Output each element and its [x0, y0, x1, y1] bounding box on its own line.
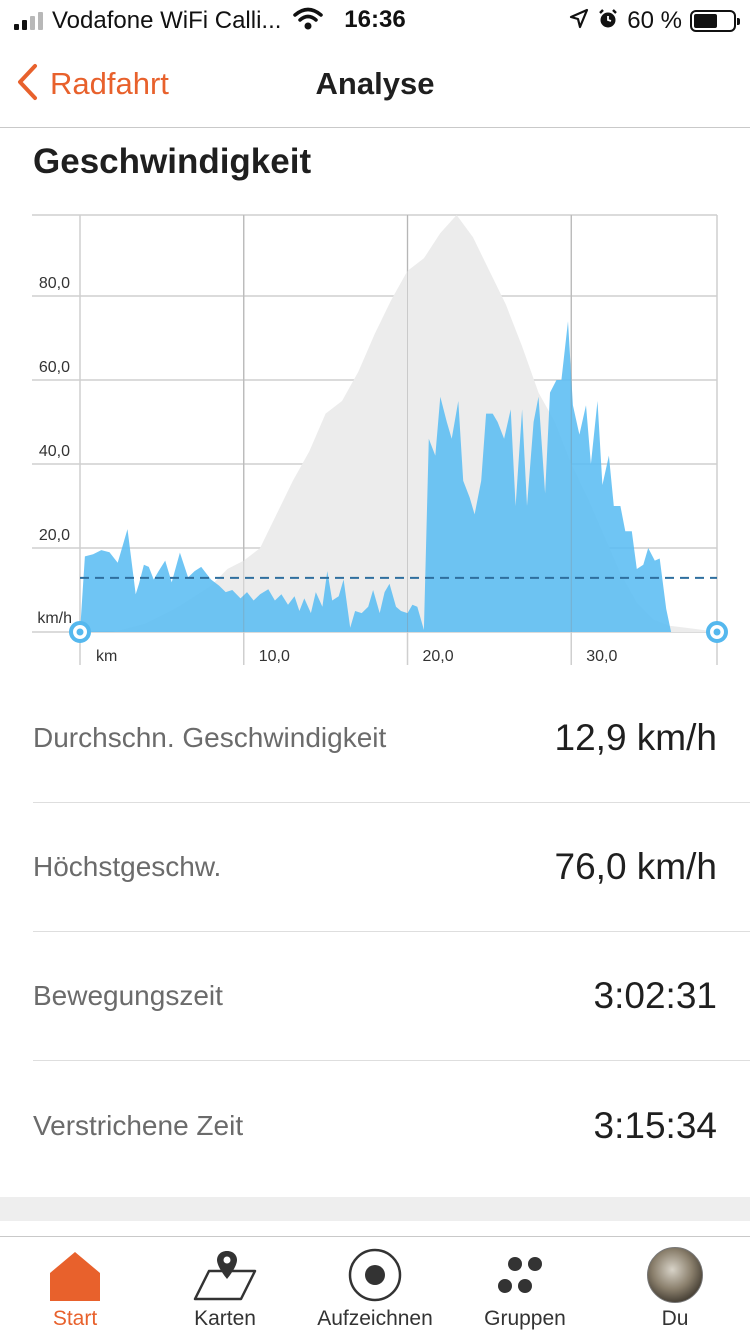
stat-value: 3:15:34: [593, 1104, 717, 1146]
stat-value: 76,0 km/h: [554, 846, 717, 887]
tab-karten[interactable]: Karten: [150, 1237, 300, 1334]
carrier-name: Vodafone WiFi Calli...: [52, 7, 282, 34]
battery-icon: [690, 10, 740, 32]
back-label: Radfahrt: [50, 66, 169, 101]
speed-chart-svg: 20,0 40,0 60,0 80,0 km/h km 10,0 20,0 30,0: [32, 214, 728, 665]
stat-row-elapsed-time: Verstrichene Zeit 3:15:34: [33, 1061, 750, 1190]
stats-list: Durchschn. Geschwindigkeit 12,9 km/h Höc…: [33, 674, 750, 1190]
page-title: Analyse: [315, 66, 435, 101]
avatar-wrapper: [643, 1245, 707, 1305]
status-time: 16:36: [344, 6, 406, 33]
chevron-left-icon: [16, 63, 38, 106]
stat-label: Bewegungszeit: [33, 980, 223, 1011]
groups-icon: [493, 1245, 557, 1305]
x-unit-label: km: [96, 648, 117, 665]
speed-chart[interactable]: 20,0 40,0 60,0 80,0 km/h km 10,0 20,0 30,0: [0, 205, 750, 680]
alarm-clock-icon: [597, 8, 619, 35]
range-handle-start[interactable]: [69, 621, 91, 643]
status-bar-right: 60 %: [569, 6, 740, 36]
stat-row-max-speed: Höchstgeschw. 76,0 km/h: [33, 803, 750, 932]
tab-label: Gruppen: [484, 1307, 566, 1330]
wifi-icon: [293, 7, 324, 36]
status-bar: Vodafone WiFi Calli... 16:36 60 %: [0, 0, 750, 42]
back-button[interactable]: Radfahrt: [16, 63, 169, 106]
stat-value: 12,9 km/h: [554, 717, 717, 758]
range-handle-dot: [713, 628, 721, 636]
y-tick-label: 20,0: [39, 527, 70, 544]
tab-gruppen[interactable]: Gruppen: [450, 1237, 600, 1334]
battery-percent: 60 %: [627, 7, 682, 34]
range-handle-dot: [76, 628, 84, 636]
speed-area: [80, 321, 717, 632]
record-icon: [343, 1245, 407, 1305]
x-tick-label: 30,0: [586, 648, 617, 665]
y-tick-label: 60,0: [39, 359, 70, 376]
section-divider: [0, 1197, 750, 1221]
avatar: [647, 1247, 703, 1303]
tab-label: Karten: [194, 1307, 256, 1330]
stat-row-average-speed: Durchschn. Geschwindigkeit 12,9 km/h: [33, 674, 750, 803]
location-arrow-icon: [569, 8, 589, 35]
stat-label: Verstrichene Zeit: [33, 1109, 244, 1141]
signal-icon: [14, 12, 43, 30]
x-tick-label: 10,0: [259, 648, 290, 665]
stat-row-moving-time: Bewegungszeit 3:02:31: [33, 932, 750, 1061]
map-icon: [193, 1245, 257, 1305]
status-bar-left: Vodafone WiFi Calli...: [14, 6, 324, 36]
section-title: Geschwindigkeit: [33, 142, 312, 181]
tab-aufzeichnen[interactable]: Aufzeichnen: [300, 1237, 450, 1334]
tab-start[interactable]: Start: [0, 1237, 150, 1334]
y-tick-label: 40,0: [39, 443, 70, 460]
stat-label: Durchschn. Geschwindigkeit: [33, 722, 387, 753]
stat-label: Höchstgeschw.: [33, 851, 222, 882]
y-tick-label: 80,0: [39, 275, 70, 292]
tab-label: Du: [661, 1307, 689, 1330]
range-handle-end[interactable]: [706, 621, 728, 643]
home-icon: [43, 1245, 107, 1305]
nav-bar: Radfahrt Analyse: [0, 42, 750, 128]
tab-label: Start: [52, 1307, 98, 1330]
tab-du[interactable]: Du: [600, 1237, 750, 1334]
stat-value: 3:02:31: [593, 975, 717, 1016]
x-tick-label: 20,0: [423, 648, 454, 665]
tab-label: Aufzeichnen: [317, 1307, 433, 1330]
y-unit-label: km/h: [37, 610, 72, 627]
tab-bar: Start Karten Aufzeichnen Gruppen Du: [0, 1236, 750, 1334]
